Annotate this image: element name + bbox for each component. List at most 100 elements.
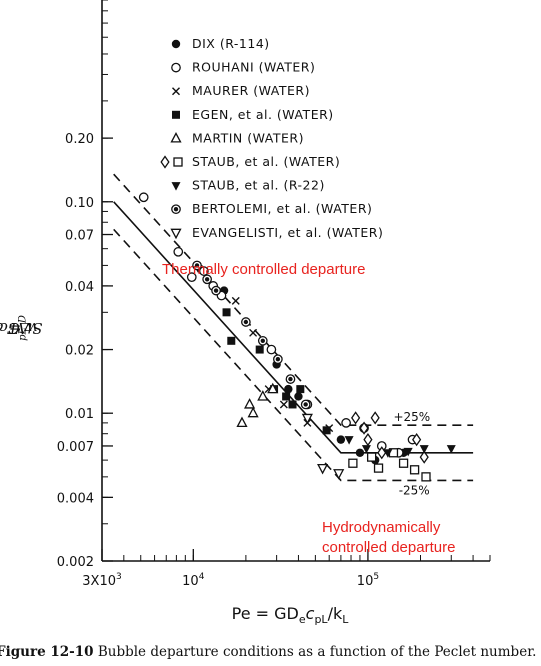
legend-marker-open-diamond [160,155,170,169]
legend-marker-filled-triangle-down [171,182,181,191]
data-point-open-square [373,463,384,473]
data-point-open-circle [173,246,184,257]
legend-label: DIX (R-114) [192,36,270,51]
data-point-crossed-circle-dot [288,376,293,382]
legend-label: EGEN, et al. (WATER) [192,107,334,122]
x-label-sub-1: e [298,613,306,627]
data-point-open-triangle-up [243,398,256,409]
band-label-lower: -25% [399,483,430,497]
data-point-filled-triangle-down [403,447,413,457]
data-point-filled-circle [336,435,346,444]
data-point-open-square [421,472,431,482]
y-tick-label: 0.004 [57,491,94,506]
data-point-open-circle [266,344,277,355]
data-point-open-triangle-up [257,390,269,401]
legend-label: EVANGELISTI, et al. (WATER) [192,225,383,240]
data-point-crossed-circle [211,285,221,296]
data-point-x-stroke-b [249,328,258,337]
data-point-open-square [398,458,409,468]
data-point-open-square [348,458,358,468]
legend-label: ROUHANI (WATER) [192,60,315,75]
data-point-open-diamond [351,411,361,425]
data-point-open-diamond [363,432,373,447]
data-point-x-stroke-b [231,296,240,305]
data-point-filled-triangle-down [361,445,371,454]
data-point-filled-circle [294,392,303,401]
data-point-open-triangle-up [267,382,279,394]
band-label-upper: +25% [393,410,430,424]
legend-label: MAURER (WATER) [192,83,310,98]
data-point-open-square [366,452,377,462]
data-point-filled-triangle-down [344,436,354,445]
data-point-x-stroke-b [279,400,288,409]
data-point-open-circle [138,192,149,203]
data-points [138,192,456,482]
data-point-crossed-circle [257,335,268,346]
data-point-filled-circle [355,448,365,457]
y-tick-label: 0.07 [65,229,94,244]
x-label-part-1: Pe = GD [231,604,299,623]
y-label-part-3: ΔT [7,319,29,338]
legend-marker-x [172,87,180,96]
data-point-filled-square [222,308,231,317]
data-point-open-triangle-down [301,413,313,425]
caption-text: Bubble departure conditions as a functio… [93,644,537,660]
correlation-lines [113,173,474,482]
data-point-open-circle [199,266,209,276]
x-tick-label: 3X103 [82,572,121,589]
data-point-crossed-circle-dot [243,319,249,325]
data-point-open-diamond [419,450,429,464]
data-point-x [231,296,240,305]
data-point-filled-square [288,400,297,409]
data-point-crossed-circle-dot [213,288,219,293]
x-tick-exponent: 4 [199,572,205,582]
x-tick-label: 104 [182,572,205,589]
legend-label: BERTOLEMI, et al. (WATER) [192,201,372,216]
x-label-sub-2: pL [314,613,328,627]
y-tick-label: 0.10 [65,196,94,211]
legend-marker-filled-circle [171,39,181,49]
data-point-open-triangle-up [236,416,248,428]
data-point-filled-square [255,345,264,354]
legend-marker-crossed-circle [171,204,181,215]
y-tick-label: 0.01 [65,407,94,422]
legend-marker-x-stroke-b [172,87,180,96]
data-point-crossed-circle [241,317,251,327]
correlation-center-line [113,201,474,454]
data-point-crossed-circle-dot [194,263,200,268]
data-point-crossed-circle [285,374,296,384]
data-point-x [279,400,288,409]
legend-label: STAUB, et al. (R-22) [192,178,325,193]
x-axis-label: Pe = GDecpL/kL [200,604,380,626]
y-tick-label: 0.007 [57,440,94,455]
y-tick-label: 0.002 [57,555,94,570]
x-tick-exponent: 3 [116,572,122,582]
x-label-sub-3: L [342,613,349,627]
data-point-filled-triangle-down [419,445,429,454]
annotation-hydrodynamic: Hydrodynamically controlled departure [322,519,456,556]
data-point-crossed-circle [273,354,283,365]
data-point-crossed-circle-dot [275,357,281,362]
y-tick-label: 0.02 [65,344,94,359]
legend-marker-open-square [173,157,183,167]
data-point-crossed-circle-dot [303,402,308,407]
data-point-filled-square [282,392,291,401]
legend-marker-filled-square [172,110,180,119]
data-point-open-diamond [370,411,380,425]
data-point-open-square [409,465,420,475]
data-point-filled-triangle-down [383,449,393,458]
legend-marker-open-circle [171,62,181,73]
data-point-open-diamond [412,432,422,447]
legend-marker-open-triangle-down [170,228,182,240]
data-point-crossed-circle [192,260,202,271]
x-tick-exponent: 5 [373,572,379,582]
data-point-open-circle [341,418,351,428]
data-point-crossed-circle [202,274,212,285]
data-point-open-triangle-down [333,469,345,480]
data-point-open-triangle-down [317,463,329,475]
data-point-filled-square [322,426,331,435]
data-point-x [249,328,258,337]
x-tick-label: 105 [357,572,379,589]
